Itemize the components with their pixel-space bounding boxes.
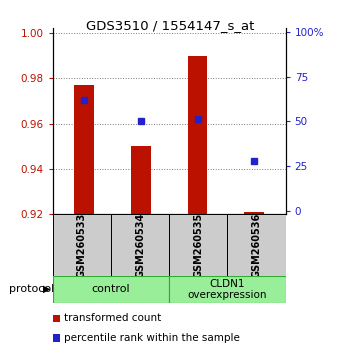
Bar: [169, 214, 227, 276]
Text: ▶: ▶: [43, 284, 50, 294]
Text: GDS3510 / 1554147_s_at: GDS3510 / 1554147_s_at: [86, 19, 254, 33]
Text: protocol: protocol: [8, 284, 54, 294]
Bar: [74, 85, 94, 214]
Text: GSM260533: GSM260533: [77, 212, 87, 278]
Bar: [244, 212, 264, 214]
Text: percentile rank within the sample: percentile rank within the sample: [64, 333, 239, 343]
Bar: [111, 214, 169, 276]
Bar: [227, 214, 286, 276]
Text: control: control: [91, 284, 130, 295]
Bar: [169, 276, 286, 303]
Text: CLDN1
overexpression: CLDN1 overexpression: [188, 279, 267, 300]
Text: GSM260534: GSM260534: [135, 212, 145, 278]
Text: GSM260535: GSM260535: [193, 212, 203, 278]
Bar: [131, 146, 151, 214]
Text: transformed count: transformed count: [64, 313, 161, 324]
Bar: [188, 56, 207, 214]
Bar: [53, 214, 111, 276]
Text: GSM260536: GSM260536: [252, 212, 261, 278]
Bar: [53, 276, 169, 303]
